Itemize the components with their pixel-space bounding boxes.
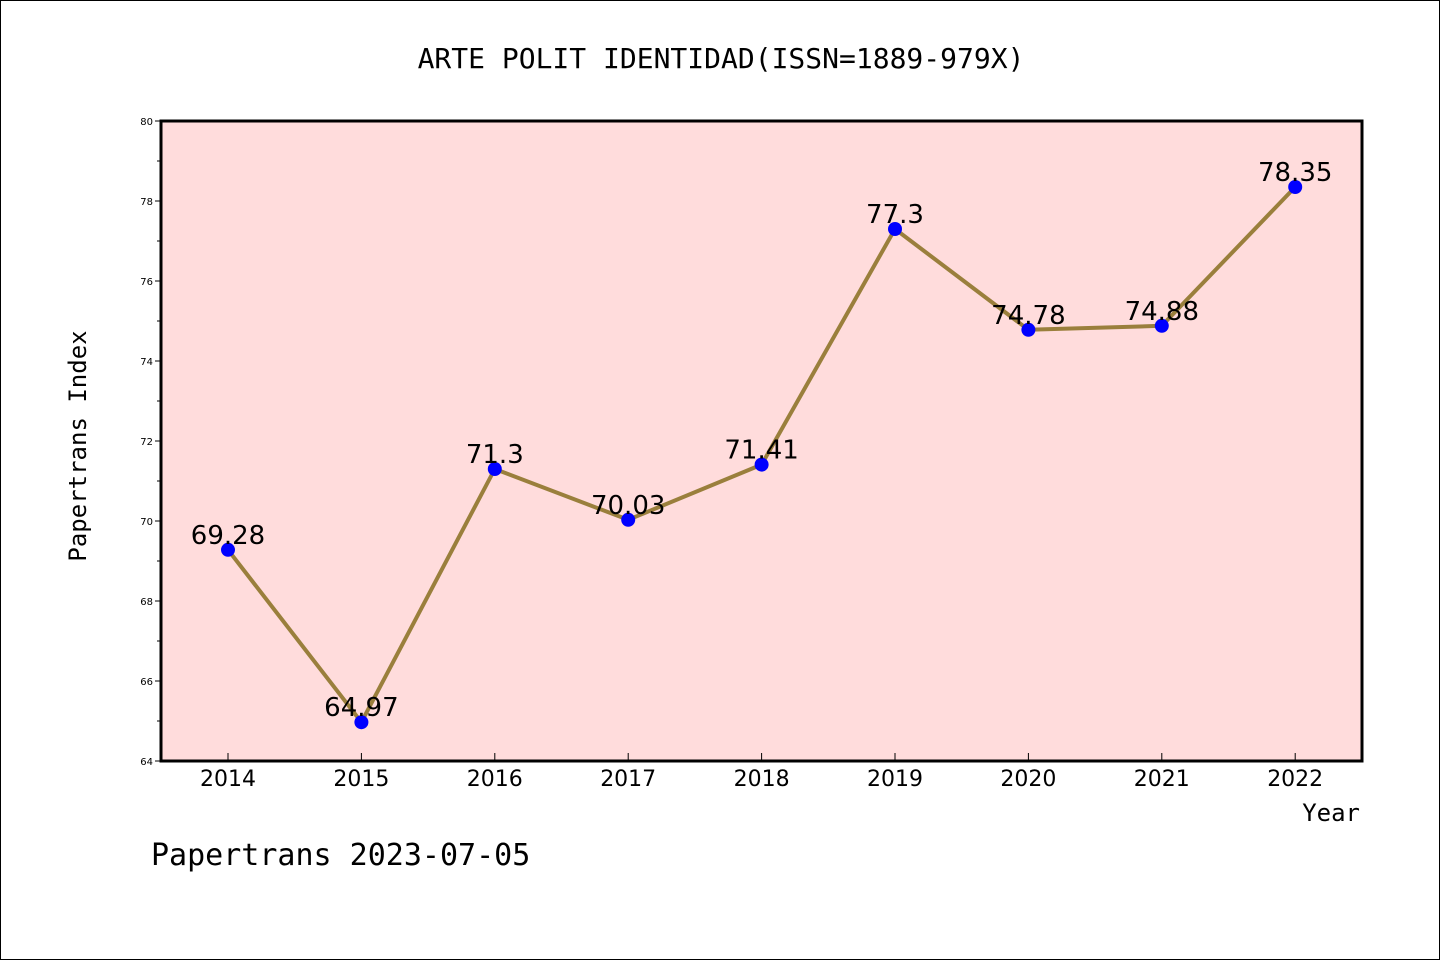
plot-area bbox=[161, 121, 1362, 761]
data-label: 77.3 bbox=[866, 200, 924, 230]
x-tick-label: 2020 bbox=[1000, 767, 1056, 792]
x-tick-label: 2015 bbox=[333, 767, 389, 792]
y-tick-label: 68 bbox=[140, 597, 153, 608]
data-point bbox=[1288, 180, 1303, 194]
data-point bbox=[221, 542, 235, 557]
y-tick-label: 72 bbox=[140, 437, 153, 448]
series-layer bbox=[221, 180, 1303, 730]
x-tick-label: 2014 bbox=[200, 767, 256, 792]
x-tick-label: 2022 bbox=[1267, 767, 1323, 792]
x-tick-label: 2016 bbox=[467, 767, 523, 792]
data-point bbox=[888, 222, 902, 236]
y-axis-label: Papertrans Index bbox=[64, 330, 92, 561]
data-label: 78.35 bbox=[1258, 158, 1332, 188]
plot-frame bbox=[159, 119, 1364, 763]
data-point bbox=[487, 462, 502, 476]
data-label: 74.88 bbox=[1125, 297, 1199, 327]
y-tick-label: 80 bbox=[140, 117, 153, 128]
data-point bbox=[1021, 322, 1036, 337]
data-label: 71.3 bbox=[466, 440, 524, 470]
x-tick-label: 2018 bbox=[734, 767, 790, 792]
data-point bbox=[354, 715, 369, 730]
y-tick-label: 76 bbox=[140, 277, 153, 288]
y-tick-label: 74 bbox=[140, 357, 153, 368]
data-point bbox=[1154, 318, 1169, 333]
data-label: 69.28 bbox=[191, 521, 265, 551]
x-tick-label: 2019 bbox=[867, 767, 923, 792]
data-label: 70.03 bbox=[591, 491, 665, 521]
data-label: 64.97 bbox=[324, 693, 398, 723]
data-labels: 69.28 64.97 71.3 70.03 71.41 77.3 74.78 74.88 78… bbox=[191, 158, 1333, 723]
watermark-text: Papertrans 2023-07-05 bbox=[151, 838, 530, 873]
x-axis-label: Year bbox=[1302, 799, 1360, 827]
y-axis: 64 66 68 70 72 74 76 78 80 bbox=[140, 117, 161, 768]
y-tick-label: 66 bbox=[140, 677, 153, 688]
data-point bbox=[621, 512, 636, 527]
data-point bbox=[754, 457, 769, 472]
y-tick-label: 78 bbox=[140, 197, 153, 208]
x-axis: 2014 2015 2016 2017 2018 2019 2020 2021 2022 bbox=[200, 753, 1323, 792]
data-label: 71.41 bbox=[724, 436, 798, 466]
x-tick-label: 2021 bbox=[1134, 767, 1190, 792]
y-tick-label: 64 bbox=[140, 757, 153, 768]
x-tick-label: 2017 bbox=[600, 767, 656, 792]
y-tick-label: 70 bbox=[140, 517, 153, 528]
chart-title: ARTE POLIT IDENTIDAD(ISSN=1889-979X) bbox=[418, 42, 1025, 75]
data-label: 74.78 bbox=[991, 301, 1065, 331]
